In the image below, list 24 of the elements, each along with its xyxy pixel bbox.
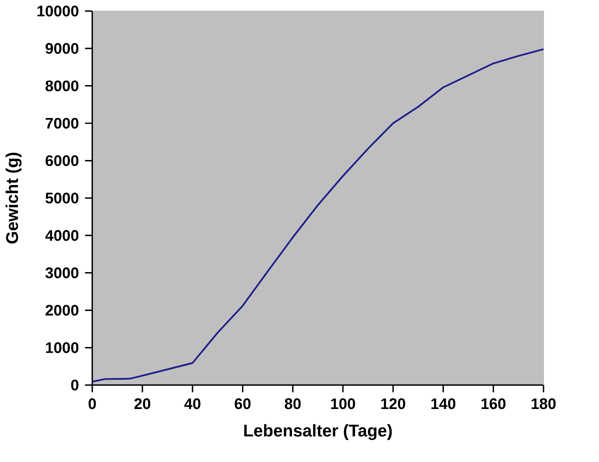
x-tick-label: 0 bbox=[88, 398, 96, 409]
x-tick-label: 40 bbox=[184, 398, 200, 409]
x-tick-label: 20 bbox=[134, 398, 150, 409]
x-tick-label: 140 bbox=[431, 398, 456, 409]
y-tick-label: 4000 bbox=[45, 230, 78, 241]
y-tick-label: 10000 bbox=[38, 5, 78, 16]
x-tick-label: 160 bbox=[482, 398, 506, 409]
y-tick-label: 2000 bbox=[46, 304, 78, 316]
y-tick-label: 1000 bbox=[46, 342, 78, 353]
y-tick-label: 9000 bbox=[46, 42, 78, 54]
x-tick-label: 60 bbox=[234, 398, 251, 409]
x-tick-label: 80 bbox=[284, 398, 301, 409]
x-tick-label: 180 bbox=[532, 398, 556, 409]
y-axis-title: Gewicht (g) bbox=[6, 152, 22, 244]
x-axis-title: Lebensalter (Tage) bbox=[244, 424, 392, 440]
y-tick-label: 8000 bbox=[46, 80, 78, 92]
line-series bbox=[91, 48, 544, 382]
x-tick-label: 100 bbox=[331, 398, 356, 409]
y-tick-label: 5000 bbox=[46, 192, 78, 204]
x-tick-label: 120 bbox=[381, 398, 406, 409]
y-tick-label: 6000 bbox=[46, 155, 78, 166]
y-tick-label: 0 bbox=[71, 380, 78, 390]
y-tick-label: 7000 bbox=[46, 118, 78, 129]
y-tick-label: 3000 bbox=[45, 267, 78, 278]
